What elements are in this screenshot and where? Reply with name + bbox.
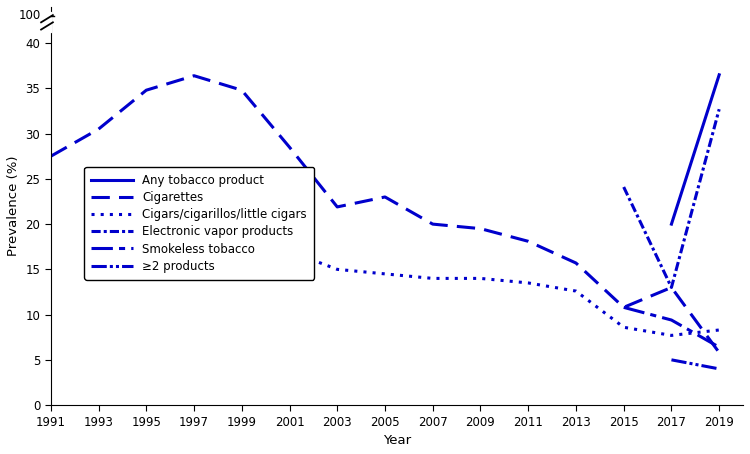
X-axis label: Year: Year bbox=[382, 434, 411, 447]
Y-axis label: Prevalence (%): Prevalence (%) bbox=[7, 156, 20, 256]
Legend: Any tobacco product, Cigarettes, Cigars/cigarillos/little cigars, Electronic vap: Any tobacco product, Cigarettes, Cigars/… bbox=[85, 167, 314, 280]
Text: 100: 100 bbox=[19, 10, 41, 23]
Bar bbox=[38, 12, 51, 32]
